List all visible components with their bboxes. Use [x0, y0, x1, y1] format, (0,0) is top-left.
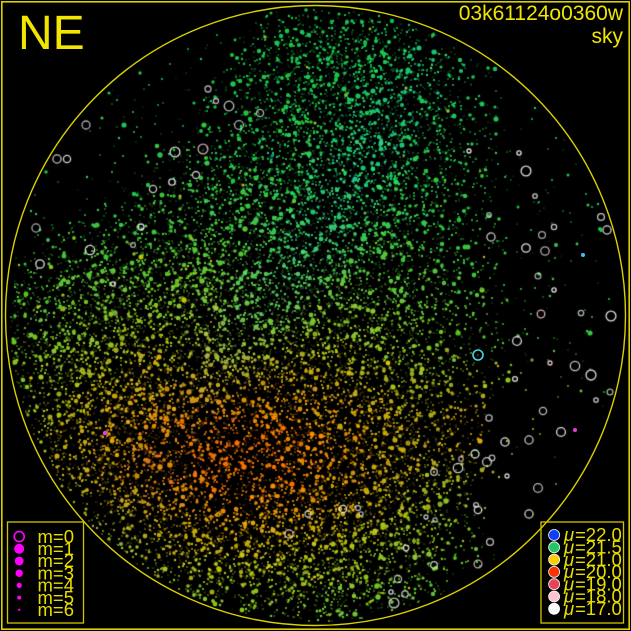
svg-text:m=6: m=6	[38, 599, 75, 620]
svg-text:=17.0: =17.0	[575, 598, 622, 619]
svg-text:μ: μ	[563, 598, 574, 619]
